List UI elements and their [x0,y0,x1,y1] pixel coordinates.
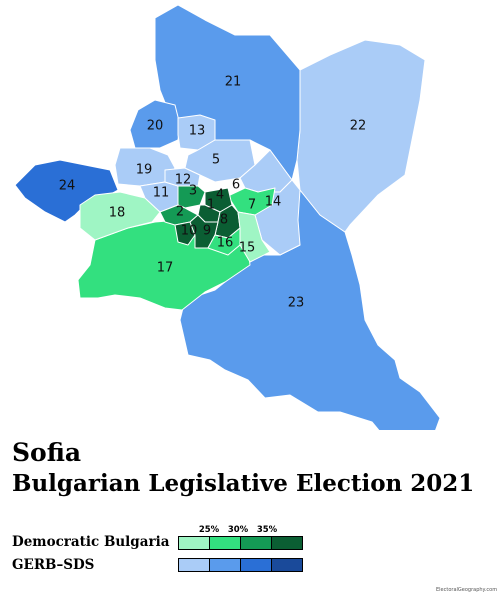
legend-swatch [240,536,272,550]
district-label: 16 [217,236,234,251]
district-label: 5 [212,153,220,168]
legend-swatch [271,558,303,572]
district-label: 21 [225,75,242,90]
district-22[interactable] [296,39,426,233]
legend-tick: 35% [256,525,278,535]
legend-scale-democratic-bulgaria [178,536,303,550]
district-label: 7 [248,198,256,213]
district-label: 13 [189,124,206,139]
district-label: 8 [220,213,228,228]
district-label: 4 [216,188,224,203]
map-subtitle: Bulgarian Legislative Election 2021 [12,470,475,497]
legend-swatch [209,536,241,550]
legend-party-name: Democratic Bulgaria [12,534,170,550]
legend-swatch [209,558,241,572]
legend-party-name: GERB–SDS [12,557,95,573]
source-credit: ElectoralGeography.com [436,587,498,593]
district-label: 18 [109,206,126,221]
district-label: 14 [265,195,282,210]
district-label: 12 [175,173,192,188]
district-18[interactable] [79,191,161,241]
legend-swatch [178,536,210,550]
legend-scale-gerb-sds [178,558,303,572]
district-label: 19 [136,163,153,178]
district-15[interactable] [237,211,271,263]
district-label: 9 [203,224,211,239]
district-label: 11 [153,186,170,201]
district-label: 3 [189,184,197,199]
district-label: 17 [157,261,174,276]
district-5[interactable] [184,139,256,183]
legend-swatch [178,558,210,572]
district-label: 23 [288,296,305,311]
district-label: 2 [176,205,184,220]
district-label: 6 [232,178,240,193]
district-label: 10 [181,224,198,239]
sofia-district-map: 21 22 20 13 5 19 24 12 6 11 3 4 1 7 14 1… [14,4,441,430]
legend-tick: 30% [227,525,249,535]
legend-tick: 25% [198,525,220,535]
district-10[interactable] [174,221,196,246]
district-label: 24 [59,179,76,194]
district-label: 15 [239,241,256,256]
district-label: 1 [207,198,215,213]
legend-swatch [271,536,303,550]
map-title: Sofia [12,438,82,467]
district-label: 20 [147,119,164,134]
district-label: 22 [350,119,367,134]
district-20[interactable] [129,99,181,149]
legend-swatch [240,558,272,572]
